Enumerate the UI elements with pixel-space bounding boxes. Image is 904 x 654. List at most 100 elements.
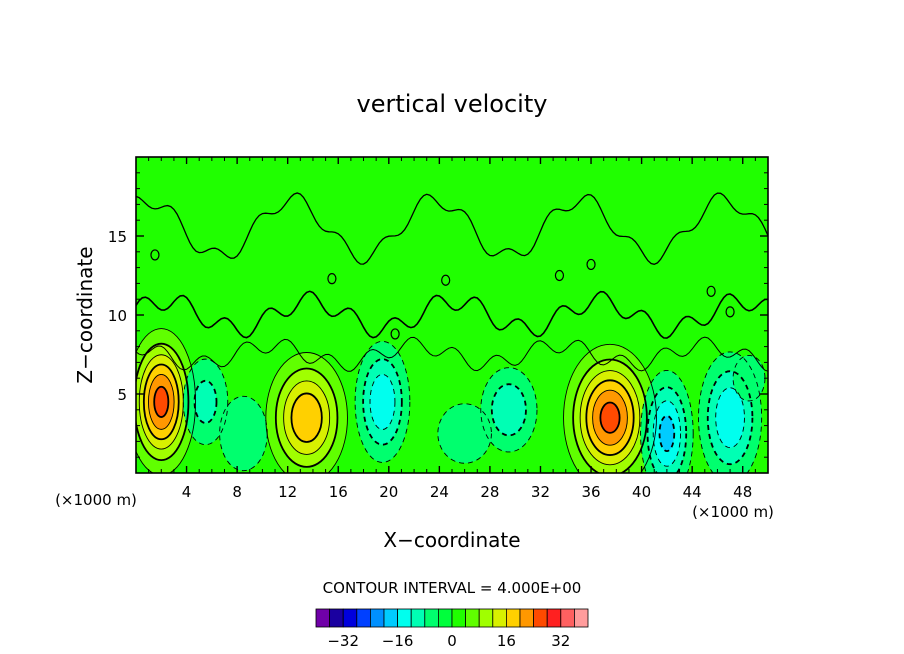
x-tick-label: 28 [480,483,499,501]
colorbar-swatch [478,608,494,628]
colorbar-swatch [492,608,507,628]
contour-line [142,363,180,441]
x-tick-label: 32 [531,483,550,501]
y-axis-label: Z−coordinate [73,246,97,383]
zero-contour [706,285,716,297]
x-unit-label-left: (×1000 m) [55,491,137,509]
contour-line [369,373,396,430]
colorbar-swatch [410,608,426,628]
contour-band [659,415,675,452]
x-tick-label: 44 [683,483,702,501]
x-tick-label: 4 [182,483,192,501]
contour-line [640,370,694,473]
colorbar-swatch [397,608,412,628]
contour-line [652,400,681,467]
x-tick-label: 16 [329,483,348,501]
zero-contour [390,328,400,340]
colorbar-tick-label: 0 [447,632,457,650]
contour-line [265,352,348,473]
contour-line [153,385,170,418]
contour-line [480,367,538,453]
colorbar-swatch [533,608,548,628]
x-tick-label: 36 [581,483,600,501]
colorbar-swatch [560,608,575,628]
colorbar-swatch [383,608,399,628]
contour-line [698,351,763,473]
zero-contour [441,274,451,286]
contour-band [194,380,217,424]
contour-line [490,383,527,437]
chart-title: vertical velocity [357,90,548,118]
contour-line [572,358,648,473]
colorbar-swatch [424,608,439,628]
contour-line [283,380,331,455]
contour-line [274,367,339,468]
x-tick-label: 24 [430,483,449,501]
colorbar-swatch [342,608,358,628]
colorbar-swatch [465,608,480,628]
x-tick-label: 8 [232,483,242,501]
contour-line [136,328,196,473]
contour-line [706,370,754,466]
x-tick-label: 40 [632,483,651,501]
contour-band [491,384,526,436]
colorbar-swatch [519,608,535,628]
contour-line [585,379,635,456]
contour-band [219,396,268,471]
contour-line [148,373,175,430]
colorbar-tick-labels: −32 −16 0 16 32 [327,632,570,650]
zero-contour [554,269,565,282]
x-tick-label: 20 [379,483,398,501]
colorbar-swatch [546,608,562,628]
zero-contour [150,249,160,261]
contour-band [715,387,745,448]
contour-line [362,358,403,446]
zero-contour [586,258,596,271]
colorbar-swatch [369,608,385,628]
colorbar [315,608,589,628]
contour-band [291,393,322,442]
colorbar-swatch [437,608,453,628]
y-tick-label: 5 [117,386,127,404]
x-tick-label: 12 [278,483,297,501]
contour-band [600,402,620,433]
contour-line [354,340,411,463]
zero-contour [136,336,768,372]
contour-line [563,343,657,473]
x-tick-label: 48 [733,483,752,501]
contour-line [646,386,688,473]
contour-interval-label: CONTOUR INTERVAL = 4.000E+00 [323,579,582,597]
contour-band [154,386,169,418]
contour-line [715,387,745,449]
x-axis-label: X−coordinate [383,528,520,552]
contour-line [599,401,621,434]
zero-contour [136,192,768,265]
contour-line [290,392,323,443]
contour-line [182,358,229,446]
colorbar-swatch [329,608,344,628]
contour-line [437,403,492,464]
colorbar-swatch [574,608,589,628]
zero-contour [136,290,768,339]
plot-area [136,157,768,473]
x-axis-ticks: 4 8 12 16 20 24 28 32 36 40 44 48 [148,157,756,501]
x-unit-label-right: (×1000 m) [692,503,774,521]
contour-band [437,403,492,464]
colorbar-swatch [315,608,331,628]
colorbar-swatch [451,608,467,628]
contour-line [592,389,628,446]
contour-line [658,414,676,453]
contour-lines [136,192,768,473]
zero-contour [327,273,337,285]
y-tick-label: 10 [108,307,127,325]
contour-line [579,370,641,466]
contour-band [733,355,765,401]
y-tick-label: 15 [108,228,127,246]
colorbar-tick-label: −16 [382,632,414,650]
colorbar-tick-label: 32 [551,632,570,650]
colorbar-tick-label: 16 [497,632,516,650]
contour-line [193,379,218,424]
colorbar-swatch [356,608,371,628]
contour-line [136,342,190,462]
